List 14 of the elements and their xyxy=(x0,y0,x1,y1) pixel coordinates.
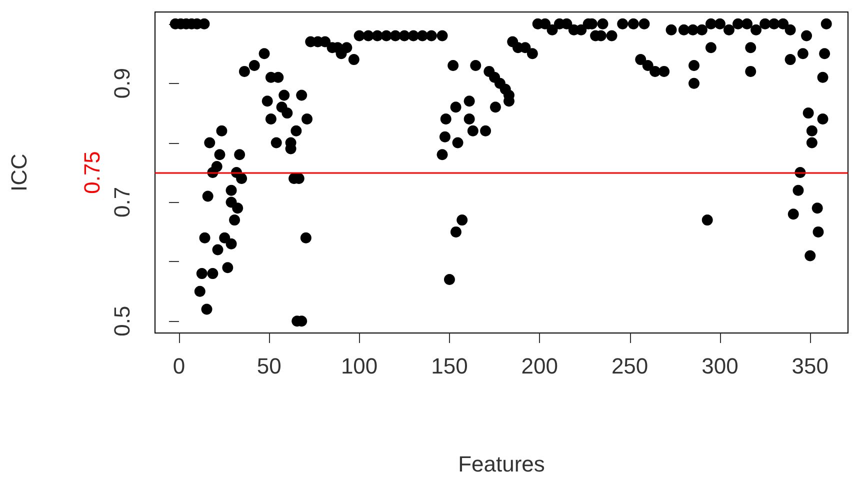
x-tick-label: 200 xyxy=(521,354,558,378)
x-tick-label: 250 xyxy=(611,354,648,378)
y-axis-title: ICC xyxy=(6,153,32,192)
x-tick-label: 150 xyxy=(431,354,468,378)
x-tick-label: 350 xyxy=(792,354,828,378)
y-tick-label: 0.5 xyxy=(110,306,134,336)
y-tick-label: 0.7 xyxy=(110,186,134,218)
x-tick-label: 100 xyxy=(340,354,378,378)
x-tick-label: 50 xyxy=(256,354,282,378)
x-tick-label: 0 xyxy=(172,354,186,378)
y-tick-label: 0.9 xyxy=(110,68,134,99)
x-axis-title: Features xyxy=(458,452,545,476)
x-tick-label: 300 xyxy=(702,354,738,378)
ref-line-label: 0.75 xyxy=(80,151,104,194)
